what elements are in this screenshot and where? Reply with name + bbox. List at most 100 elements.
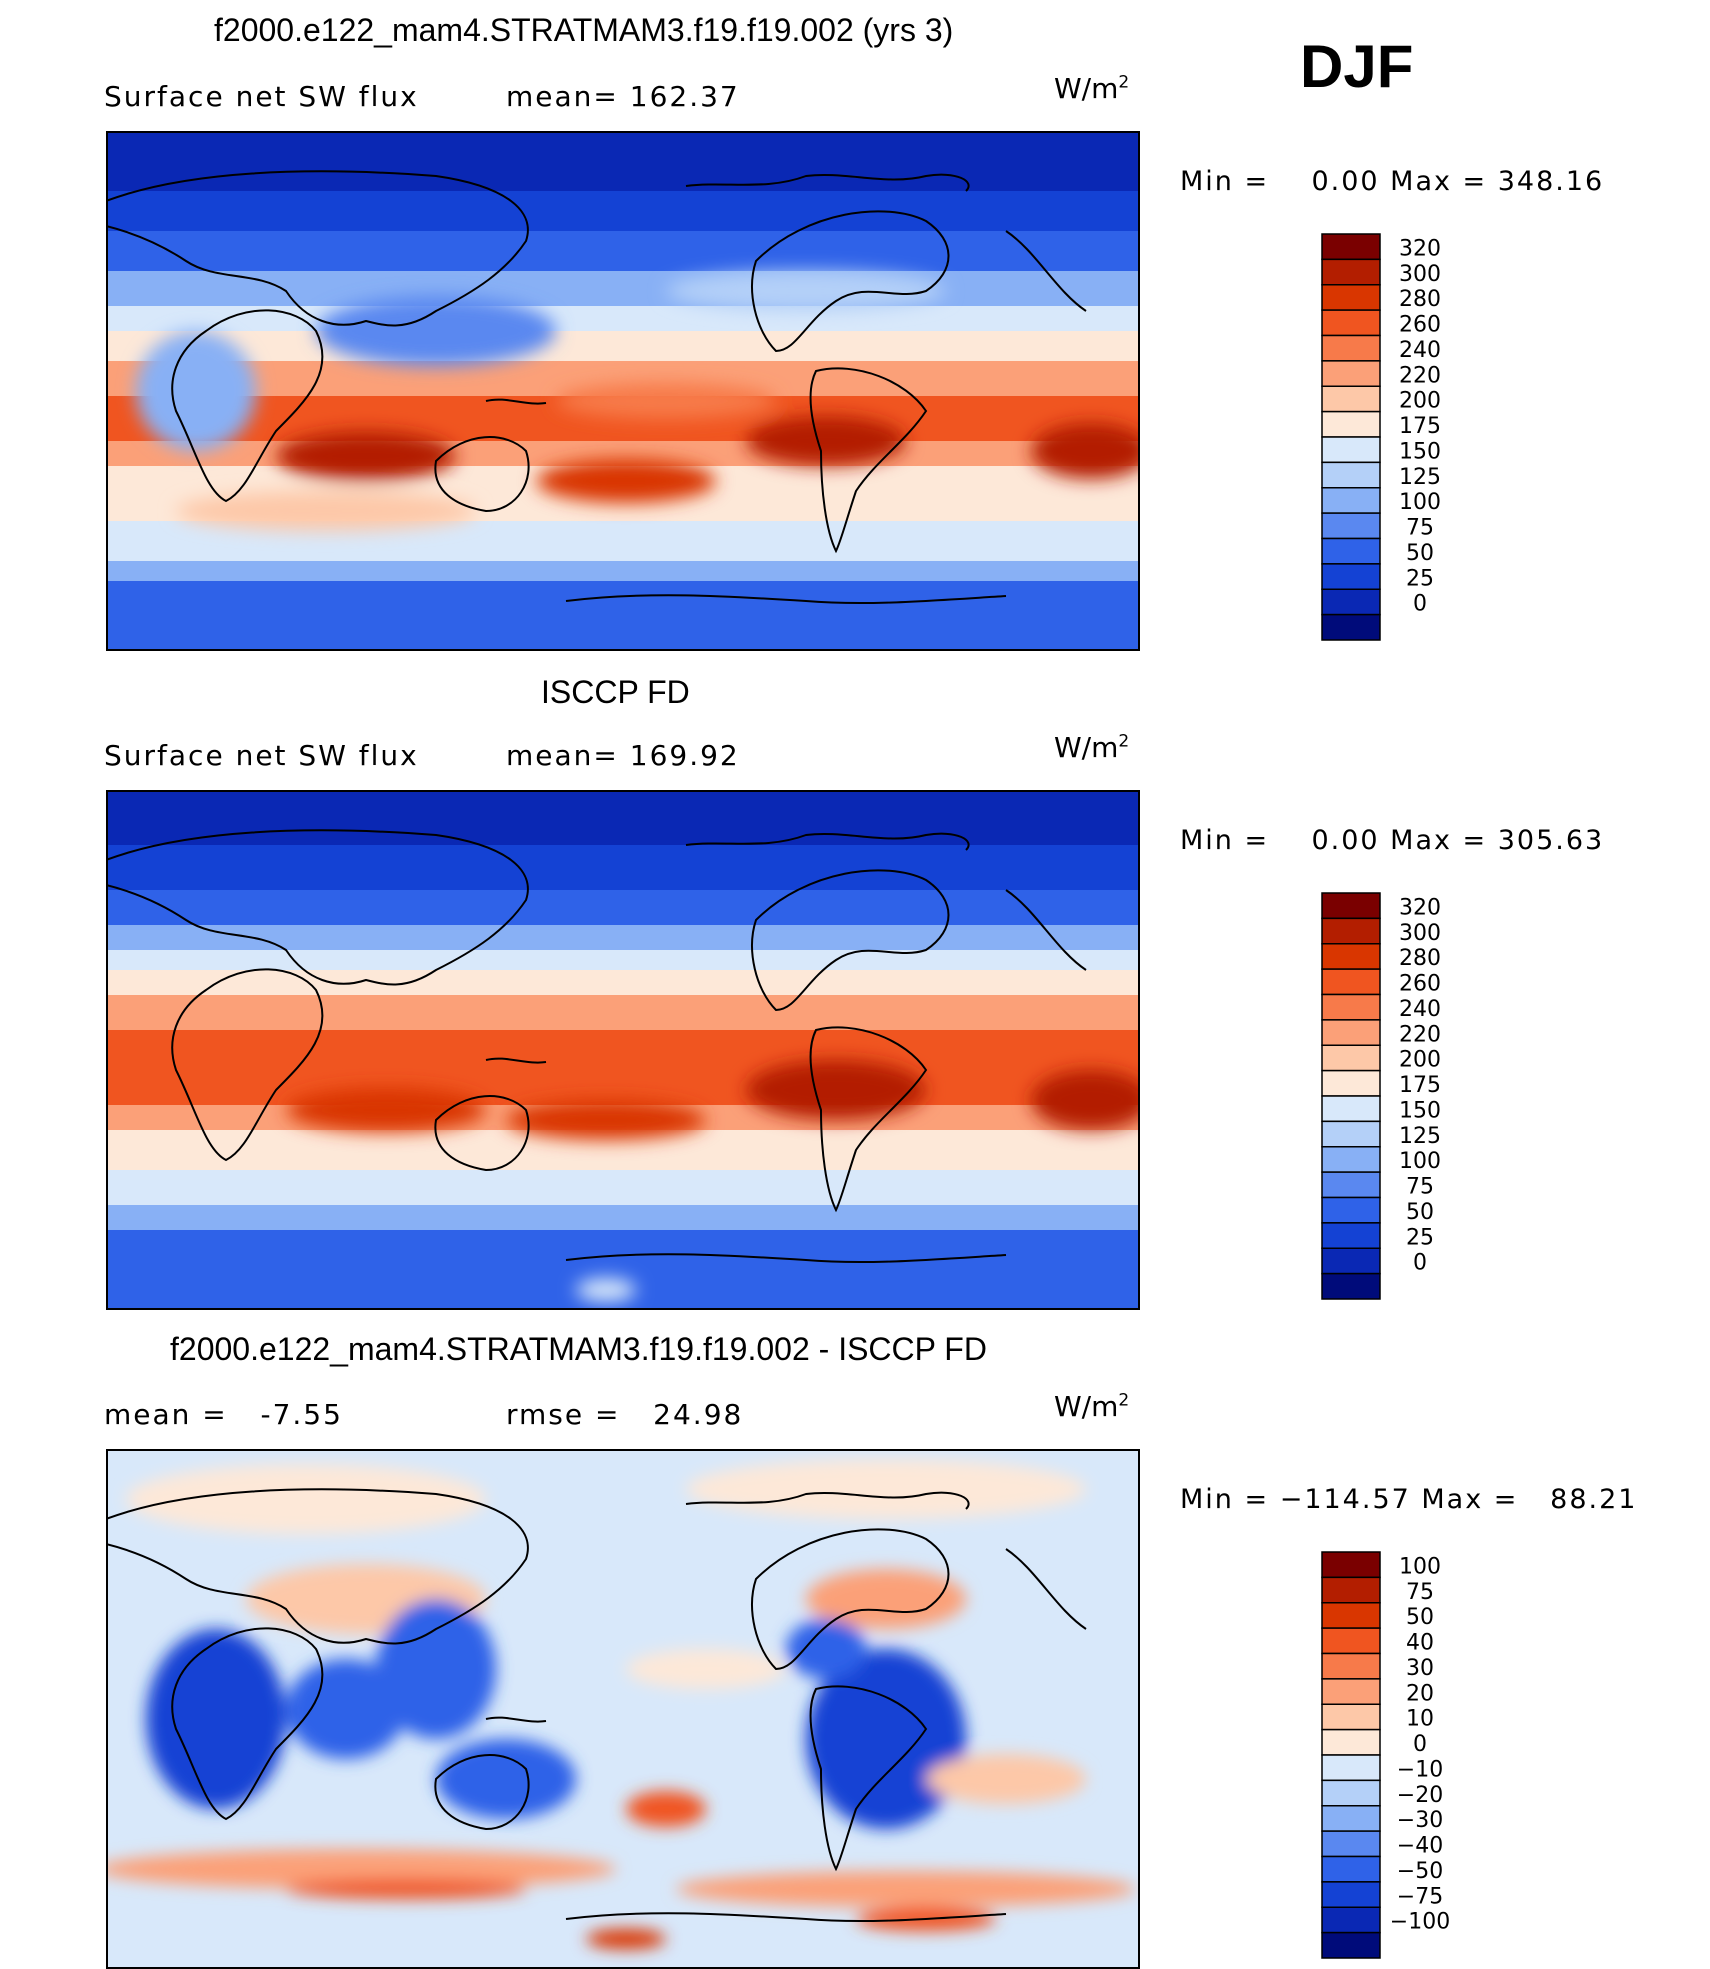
colorbar-label: 125 xyxy=(1399,465,1440,490)
colorbar-box xyxy=(1321,284,1381,311)
colorbar-box xyxy=(1321,309,1381,337)
colorbar-label: 320 xyxy=(1399,895,1440,920)
colorbar-label: 175 xyxy=(1399,414,1440,439)
colorbar-label: 300 xyxy=(1399,921,1440,946)
panel-2-unit: W/m2 xyxy=(1054,731,1130,764)
panel-1-coastlines xyxy=(106,170,1087,605)
colorbar-label: 220 xyxy=(1399,363,1440,388)
colorbar-box xyxy=(1321,1678,1381,1705)
panel-1-variable: Surface net SW flux xyxy=(104,80,419,113)
colorbar-label: 175 xyxy=(1399,1073,1440,1098)
colorbar-box xyxy=(1321,1728,1381,1756)
colorbar-box xyxy=(1321,613,1381,641)
colorbar-box xyxy=(1321,1069,1381,1097)
colorbar-box xyxy=(1321,917,1381,945)
panel-3-map xyxy=(106,1449,1140,1969)
colorbar-label: 260 xyxy=(1399,313,1440,338)
colorbar-box xyxy=(1321,410,1381,438)
colorbar-box xyxy=(1321,233,1381,261)
panel-2-variable: Surface net SW flux xyxy=(104,739,419,772)
colorbar-label: −100 xyxy=(1390,1910,1450,1935)
colorbar-box xyxy=(1321,1652,1381,1680)
colorbar-label: 240 xyxy=(1399,997,1440,1022)
colorbar-label: 50 xyxy=(1406,541,1434,566)
colorbar-box xyxy=(1321,1576,1381,1604)
panel-1-unit: W/m2 xyxy=(1054,72,1130,105)
panel-3-coastlines xyxy=(106,1488,1087,1923)
colorbar-box xyxy=(1321,1881,1381,1908)
colorbar-box xyxy=(1321,1095,1381,1123)
colorbar-box xyxy=(1321,1779,1381,1807)
colorbar-box xyxy=(1321,537,1381,565)
colorbar-label: 50 xyxy=(1406,1605,1434,1630)
panel-2-minmax: Min = 0.00 Max = 305.63 xyxy=(1180,825,1605,856)
colorbar-box xyxy=(1321,1019,1381,1046)
colorbar-box xyxy=(1321,1247,1381,1275)
colorbar-box xyxy=(1321,385,1381,413)
colorbar-box xyxy=(1321,1551,1381,1579)
colorbar-box xyxy=(1321,563,1381,590)
panel-2-title: ISCCP FD xyxy=(541,674,690,710)
colorbar-box xyxy=(1321,993,1381,1021)
colorbar-label: 0 xyxy=(1413,1732,1427,1757)
colorbar-box xyxy=(1321,1171,1381,1199)
colorbar-box xyxy=(1321,892,1381,920)
colorbar-box xyxy=(1321,360,1381,387)
colorbar-label: −30 xyxy=(1397,1808,1443,1833)
colorbar-box xyxy=(1321,461,1381,489)
colorbar-box xyxy=(1321,1754,1381,1782)
colorbar-label: 75 xyxy=(1406,1175,1434,1200)
colorbar-box xyxy=(1321,258,1381,286)
colorbar-box xyxy=(1321,1196,1381,1224)
colorbar-box xyxy=(1321,588,1381,616)
colorbar-box xyxy=(1321,1703,1381,1731)
colorbar-box xyxy=(1321,968,1381,996)
colorbar-box xyxy=(1321,334,1381,362)
colorbar-label: 320 xyxy=(1399,236,1440,261)
colorbar-box xyxy=(1321,1855,1381,1883)
colorbar-label: 75 xyxy=(1406,1580,1434,1605)
colorbar-label: 100 xyxy=(1399,1554,1441,1579)
colorbar-box xyxy=(1321,1627,1381,1655)
colorbar-label: 260 xyxy=(1399,972,1440,997)
panel-3-rmse: rmse = 24.98 xyxy=(506,1398,744,1431)
colorbar-box xyxy=(1321,1602,1381,1629)
colorbar-box xyxy=(1321,1931,1381,1959)
colorbar-label: 30 xyxy=(1406,1656,1434,1681)
colorbar-box xyxy=(1321,1830,1381,1858)
colorbar-label: −50 xyxy=(1397,1859,1443,1884)
colorbar-label: 240 xyxy=(1399,338,1440,363)
colorbar-label: −20 xyxy=(1397,1783,1443,1808)
colorbar-label: 40 xyxy=(1406,1631,1434,1656)
colorbar-label: 150 xyxy=(1399,1098,1440,1123)
colorbar-label: 0 xyxy=(1413,592,1427,617)
colorbar-box xyxy=(1321,487,1381,514)
colorbar-label: 125 xyxy=(1399,1124,1440,1149)
colorbar-label: −75 xyxy=(1397,1884,1443,1909)
colorbar-label: 0 xyxy=(1413,1251,1427,1276)
colorbar-label: 300 xyxy=(1399,262,1440,287)
colorbar-label: −10 xyxy=(1397,1757,1443,1782)
panel-3-title: f2000.e122_mam4.STRATMAM3.f19.f19.002 - … xyxy=(170,1331,987,1367)
colorbar-box xyxy=(1321,1146,1381,1173)
colorbar-box xyxy=(1321,1805,1381,1832)
colorbar-box xyxy=(1321,512,1381,540)
panel-2-mean: mean= 169.92 xyxy=(506,739,740,772)
colorbar-label: 10 xyxy=(1406,1707,1434,1732)
colorbar-label: 25 xyxy=(1406,566,1434,591)
colorbar-box xyxy=(1321,1906,1381,1934)
panel-3-unit: W/m2 xyxy=(1054,1390,1130,1423)
season-label: DJF xyxy=(1300,33,1414,100)
colorbar-box xyxy=(1321,1222,1381,1249)
colorbar-box xyxy=(1321,1120,1381,1148)
colorbar-label: 280 xyxy=(1399,946,1440,971)
colorbar-label: 20 xyxy=(1406,1681,1434,1706)
colorbar-label: 100 xyxy=(1399,1149,1440,1174)
colorbar-label: 50 xyxy=(1406,1200,1434,1225)
colorbar-label: 220 xyxy=(1399,1022,1440,1047)
colorbar-box xyxy=(1321,436,1381,464)
colorbar-box xyxy=(1321,943,1381,970)
colorbar-label: 75 xyxy=(1406,516,1434,541)
panel-3-minmax: Min = −114.57 Max = 88.21 xyxy=(1180,1484,1638,1515)
